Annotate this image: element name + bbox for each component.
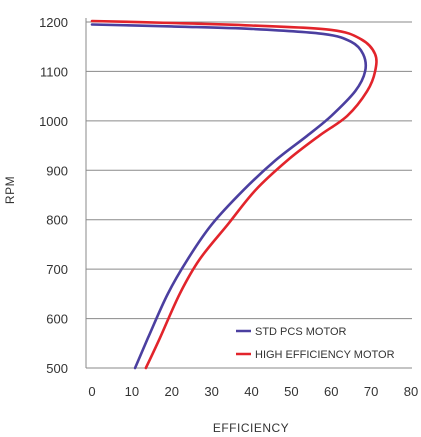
legend: STD PCS MOTOR HIGH EFFICIENCY MOTOR [236,326,395,361]
series-line-std-pcs-motor [90,23,368,370]
legend-label-std-pcs-motor: STD PCS MOTOR [255,326,347,338]
x-tick-10: 10 [125,384,139,399]
x-tick-70: 70 [364,384,378,399]
y-tick-1000: 1000 [39,114,68,129]
x-axis-label: EFFICIENCY [213,421,289,435]
y-tick-800: 800 [46,213,68,228]
series-line-high-efficiency-motor [90,19,378,370]
y-tick-900: 900 [46,163,68,178]
x-tick-30: 30 [204,384,218,399]
x-tick-40: 40 [244,384,258,399]
x-tick-80: 80 [404,384,418,399]
x-tick-60: 60 [324,384,338,399]
y-axis-label: RPM [3,176,17,204]
y-tick-600: 600 [46,312,68,327]
y-tick-1100: 1100 [40,64,68,79]
grid [85,18,412,369]
x-tick-labels: 0 10 20 30 40 50 60 70 80 [88,384,418,399]
series-lines [90,19,378,370]
legend-label-high-efficiency-motor: HIGH EFFICIENCY MOTOR [255,349,395,361]
y-tick-700: 700 [46,262,68,277]
x-tick-0: 0 [88,384,95,399]
y-tick-1200: 1200 [39,15,68,30]
x-tick-50: 50 [284,384,298,399]
y-tick-500: 500 [46,361,68,376]
x-tick-20: 20 [165,384,179,399]
y-tick-labels: 500 600 700 800 900 1000 1100 1200 [39,15,68,376]
